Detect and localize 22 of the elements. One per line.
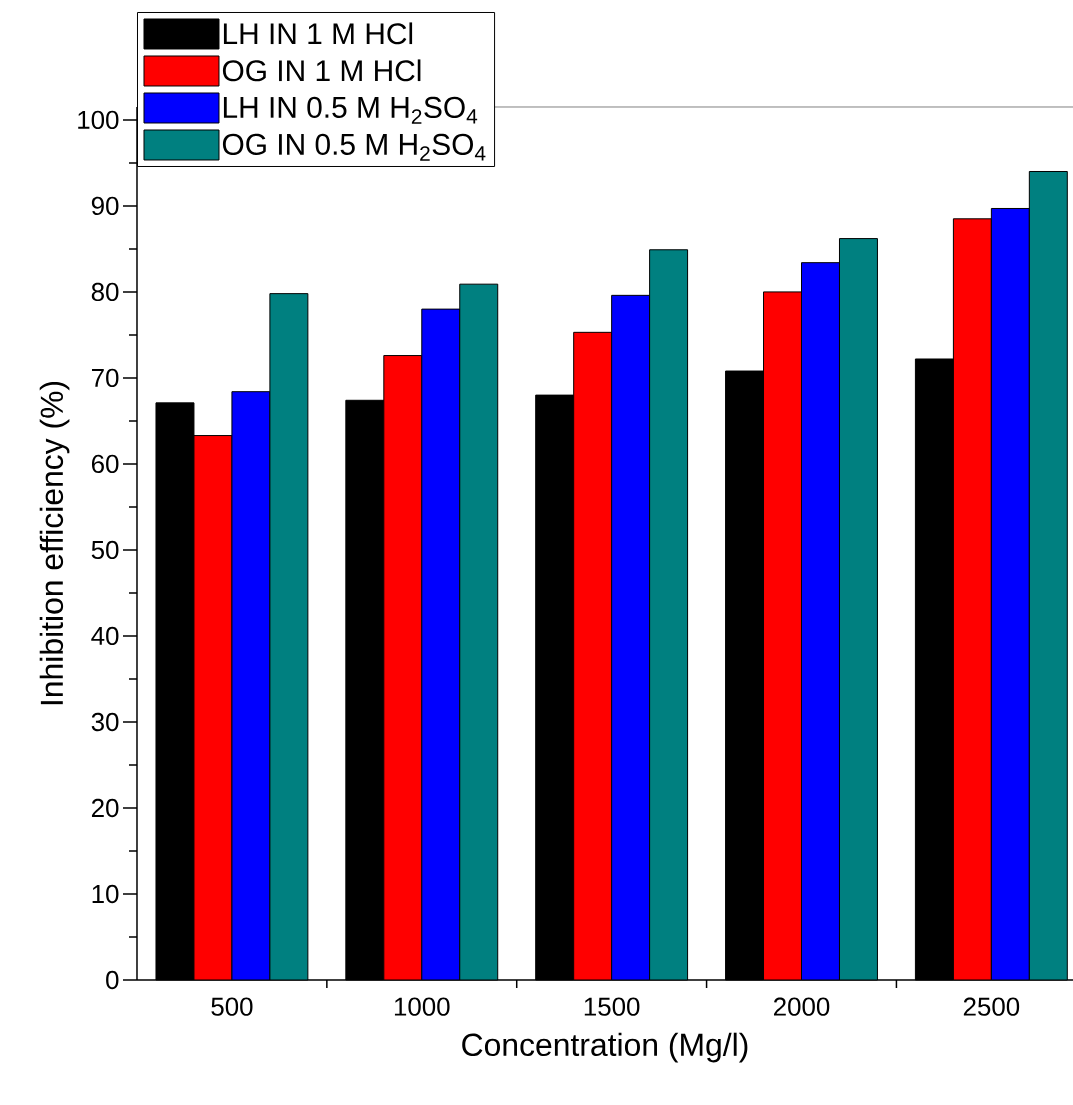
x-tick-label: 1000 [394,997,450,1016]
x-tick-label: 500 [211,997,253,1016]
y-tick-label: 20 [91,798,119,818]
y-tick-label: 70 [91,368,119,388]
y-tick-label: 100 [78,110,119,130]
x-tick-label: 2000 [773,997,830,1016]
y-tick-label: 30 [91,712,119,732]
y-tick-label: 80 [91,282,119,302]
y-tick-label: 0 [106,970,119,990]
x-tick-label: 1500 [584,997,640,1016]
legend-label: LH IN 1 M HCl [223,22,413,45]
legend-label: OG IN 0.5 M H$_{2}$SO$_{4}$ [222,133,486,161]
y-tick-label: 10 [92,884,119,904]
x-axis-title: Concentration (Mg/l) [462,1032,748,1063]
y-tick-label: 50 [91,540,119,560]
x-tick-label: 2500 [963,997,1020,1016]
legend-label: LH IN 0.5 M H$_{2}$SO$_{4}$ [223,96,478,124]
y-tick-label: 90 [91,196,119,216]
y-axis-title: Inhibition efficiency (%) [39,381,70,705]
y-tick-label: 60 [91,454,119,474]
legend-label: OG IN 1 M HCl [222,59,421,82]
y-tick-label: 40 [91,626,119,646]
